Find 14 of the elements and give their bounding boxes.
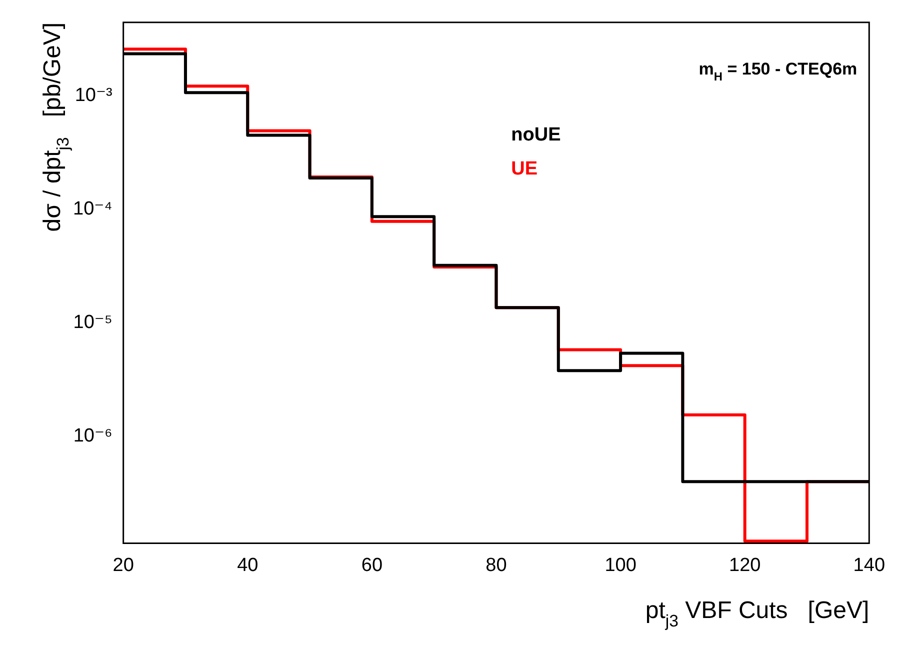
x-tick-label: 40 bbox=[237, 554, 258, 576]
x-tick-label: 100 bbox=[604, 554, 636, 576]
text: UE bbox=[511, 158, 538, 180]
x-tick-label: 20 bbox=[112, 554, 134, 576]
y-tick-label: 10⁻⁶ bbox=[73, 426, 112, 447]
y-tick-label: 10⁻⁴ bbox=[73, 198, 112, 220]
x-tick-label: 140 bbox=[853, 554, 885, 576]
x-tick-label: 60 bbox=[361, 554, 383, 576]
y-tick-label: 10⁻³ bbox=[74, 84, 112, 106]
y-tick-label: 10⁻⁵ bbox=[73, 312, 112, 334]
x-tick-label: 120 bbox=[728, 554, 761, 576]
x-tick-label: 80 bbox=[486, 554, 507, 576]
y-axis-title: dσ / dptj3 [pb/GeV] bbox=[39, 22, 72, 232]
text: noUE bbox=[511, 124, 561, 146]
